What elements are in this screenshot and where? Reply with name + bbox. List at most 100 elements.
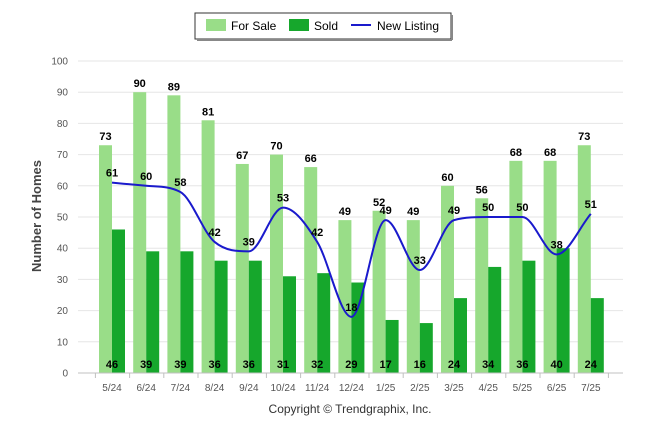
bar-for-sale	[304, 167, 318, 373]
bar-for-sale	[577, 145, 591, 373]
bar-for-sale	[406, 220, 420, 373]
y-tick-label: 10	[57, 337, 69, 348]
label-sold: 17	[379, 359, 391, 371]
label-new-listing: 50	[516, 202, 528, 214]
bar-sold	[214, 260, 228, 373]
x-tick-label: 1/25	[376, 383, 396, 394]
label-sold: 40	[550, 359, 562, 371]
bars	[99, 92, 604, 373]
y-tick-label: 80	[57, 119, 69, 130]
data-labels: 73 46 90 39 89 39 81 36 67 36 70 31 66 32 49 29 52 17 49 16…	[99, 78, 597, 371]
label-new-listing: 61	[106, 168, 118, 180]
label-for-sale: 52	[373, 197, 385, 209]
y-tick-label: 30	[57, 275, 69, 286]
legend-swatch-for-sale	[206, 19, 226, 31]
bar-sold	[112, 229, 125, 373]
bar-for-sale	[475, 198, 489, 373]
label-sold: 34	[482, 359, 495, 371]
label-for-sale: 70	[270, 141, 282, 153]
y-tick-label: 20	[57, 306, 69, 317]
label-for-sale: 56	[476, 184, 488, 196]
bar-for-sale	[270, 154, 283, 373]
y-axis-label: Number of Homes	[29, 160, 44, 272]
bar-for-sale	[133, 92, 147, 373]
legend: For Sale Sold New Listing	[194, 12, 453, 41]
label-new-listing: 49	[448, 205, 460, 217]
bar-sold	[556, 248, 570, 373]
bar-for-sale	[543, 160, 557, 373]
label-sold: 39	[140, 359, 152, 371]
x-tick-label: 6/25	[547, 383, 567, 394]
x-tick-label: 5/24	[102, 383, 122, 394]
bar-for-sale	[167, 95, 181, 373]
label-for-sale: 67	[236, 150, 248, 162]
x-tick-label: 7/24	[171, 383, 191, 394]
x-tick-label: 5/25	[513, 383, 533, 394]
label-new-listing: 38	[550, 239, 562, 251]
label-for-sale: 73	[99, 131, 111, 143]
y-tick-label: 40	[57, 244, 69, 255]
label-sold: 32	[311, 359, 323, 371]
bar-sold	[419, 323, 433, 373]
label-for-sale: 68	[544, 147, 556, 159]
legend-label-sold: Sold	[314, 19, 338, 33]
label-for-sale: 49	[339, 206, 351, 218]
legend-label-new-listing: New Listing	[377, 19, 439, 33]
x-tick-label: 11/24	[305, 383, 330, 394]
y-tick-label: 90	[57, 88, 69, 99]
label-for-sale: 68	[510, 147, 522, 159]
bar-sold	[283, 276, 296, 373]
bar-for-sale	[338, 220, 352, 373]
label-new-listing: 50	[482, 202, 494, 214]
axes: 0 10 20 30 40 50 60 70 80 90 100 5/24 6/24 7/24 8/24 9/…	[51, 57, 623, 394]
bar-for-sale	[372, 210, 386, 373]
label-sold: 36	[516, 359, 528, 371]
bar-for-sale	[509, 160, 523, 373]
label-new-listing: 18	[345, 302, 357, 314]
y-tick-label: 100	[51, 57, 68, 68]
bar-sold	[590, 298, 604, 373]
label-new-listing: 58	[174, 177, 186, 189]
bar-for-sale	[235, 163, 249, 373]
legend-box	[194, 12, 452, 40]
x-tick-label: 10/24	[270, 383, 295, 394]
x-tick-label: 12/24	[339, 383, 364, 394]
label-for-sale: 81	[202, 106, 214, 118]
label-new-listing: 51	[585, 199, 597, 211]
bar-sold	[248, 260, 262, 373]
label-new-listing: 49	[379, 205, 391, 217]
label-new-listing: 60	[140, 171, 152, 183]
x-tick-label: 9/24	[239, 383, 259, 394]
new-listing-series	[111, 181, 592, 318]
legend-label-for-sale: For Sale	[231, 19, 277, 33]
x-tick-label: 7/25	[581, 383, 601, 394]
x-tick-label: 2/25	[410, 383, 430, 394]
bar-sold	[454, 298, 467, 373]
copyright-credit: Copyright © Trendgraphix, Inc.	[269, 402, 432, 416]
x-tick-label: 3/25	[444, 383, 464, 394]
label-for-sale: 73	[578, 131, 590, 143]
label-new-listing: 53	[277, 193, 289, 205]
label-sold: 16	[414, 359, 426, 371]
label-sold: 36	[243, 359, 255, 371]
x-tick-label: 6/24	[136, 383, 156, 394]
label-sold: 24	[585, 359, 598, 371]
x-tick-label: 4/25	[478, 383, 498, 394]
label-sold: 29	[345, 359, 357, 371]
bar-sold	[317, 273, 331, 373]
y-tick-label: 50	[57, 213, 69, 224]
label-new-listing: 33	[414, 255, 426, 267]
y-tick-label: 70	[57, 150, 69, 161]
label-sold: 24	[448, 359, 461, 371]
bar-sold	[180, 251, 194, 373]
bar-for-sale	[99, 145, 112, 373]
bar-sold	[488, 266, 502, 373]
x-tick-label: 8/24	[205, 383, 225, 394]
label-sold: 31	[277, 359, 289, 371]
label-for-sale: 90	[134, 78, 146, 90]
label-new-listing: 39	[243, 236, 255, 248]
bar-sold	[522, 260, 536, 373]
bar-sold	[385, 319, 399, 373]
new-listing-line	[111, 181, 592, 318]
